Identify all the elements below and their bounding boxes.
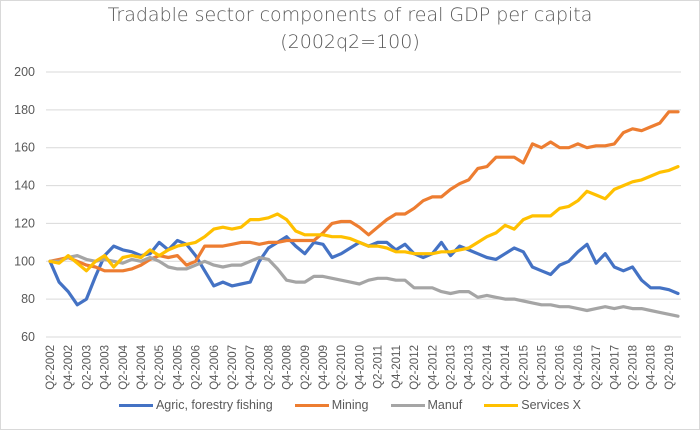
- x-tick-label: Q4-2009: [318, 345, 330, 390]
- x-tick-label: Q4-2007: [245, 345, 257, 390]
- x-tick-label: Q4-2013: [464, 345, 476, 390]
- x-tick-label: Q4-2014: [500, 344, 512, 389]
- chart-title-block: Tradable sector components of real GDP p…: [0, 2, 700, 56]
- x-tick-label: Q2-2013: [445, 345, 457, 390]
- y-tick-label: 100: [14, 254, 35, 268]
- x-tick-label: Q4-2005: [172, 345, 184, 390]
- legend-swatch: [390, 403, 425, 407]
- x-tick-label: Q4-2018: [646, 345, 658, 390]
- x-tick-label: Q4-2015: [536, 345, 548, 390]
- legend-item: Mining: [294, 398, 369, 412]
- gridlines: [46, 71, 681, 338]
- x-tick-label: Q4-2002: [63, 345, 75, 390]
- x-tick-label: Q2-2016: [555, 345, 567, 390]
- x-tick-label: Q4-2012: [427, 345, 439, 390]
- y-tick-label: 160: [14, 141, 35, 155]
- y-tick-label: 80: [21, 292, 35, 306]
- y-tick-label: 60: [21, 330, 35, 344]
- x-tick-label: Q4-2006: [209, 345, 221, 390]
- x-tick-label: Q2-2011: [373, 345, 385, 389]
- x-tick-label: Q2-2004: [118, 344, 130, 389]
- legend-label: Manuf: [427, 398, 463, 412]
- x-tick-label: Q2-2003: [81, 345, 93, 390]
- y-axis-ticks: 60 80 100 120 140 160 180 200: [14, 65, 35, 344]
- y-tick-label: 200: [14, 65, 35, 79]
- x-tick-label: Q4-2004: [136, 344, 148, 389]
- x-tick-label: Q4-2011: [391, 345, 403, 389]
- y-tick-label: 120: [14, 216, 35, 230]
- x-tick-label: Q2-2002: [45, 345, 57, 390]
- x-tick-label: Q2-2009: [300, 345, 312, 390]
- x-tick-label: Q4-2010: [354, 345, 366, 390]
- legend-item: Manuf: [390, 398, 463, 412]
- legend-swatch: [484, 403, 519, 407]
- x-tick-label: Q2-2019: [664, 345, 676, 390]
- chart-title: Tradable sector components of real GDP p…: [107, 4, 593, 26]
- legend-swatch: [294, 403, 329, 407]
- series-line-mining: [48, 110, 680, 273]
- legend-label: Agric, forestry fishing: [155, 398, 273, 412]
- x-tick-label: Q4-2016: [573, 345, 585, 390]
- legend: Agric, forestry fishing Mining Manuf Servic…: [0, 398, 700, 412]
- y-tick-label: 180: [14, 103, 35, 117]
- x-tick-label: Q2-2006: [191, 345, 203, 390]
- legend-item: Services X: [484, 398, 581, 412]
- x-tick-label: Q2-2007: [227, 345, 239, 390]
- x-tick-label: Q2-2015: [518, 345, 530, 390]
- x-axis-ticks: Q2-2002 Q4-2002 Q2-2003 Q4-2003 Q2-2004 Q4-20…: [45, 344, 676, 389]
- x-tick-label: Q4-2017: [609, 345, 621, 390]
- series-line-agric-forestry-fishing: [48, 235, 680, 307]
- x-tick-label: Q2-2018: [627, 345, 639, 390]
- x-tick-label: Q4-2003: [100, 345, 112, 390]
- series-lines: [48, 110, 680, 318]
- legend-label: Mining: [331, 398, 369, 412]
- y-tick-label: 140: [14, 179, 35, 193]
- x-tick-label: Q2-2014: [482, 344, 494, 389]
- x-tick-label: Q4-2008: [282, 345, 294, 390]
- series-line-services-x: [48, 165, 680, 273]
- legend-item: Agric, forestry fishing: [118, 398, 273, 412]
- series-line-manuf: [48, 254, 680, 318]
- x-tick-label: Q2-2010: [336, 345, 348, 390]
- x-tick-label: Q2-2017: [591, 345, 603, 390]
- legend-label: Services X: [521, 398, 582, 412]
- chart-subtitle: (2002q2=100): [280, 31, 420, 53]
- x-tick-label: Q2-2005: [154, 345, 166, 390]
- x-tick-label: Q2-2012: [409, 345, 421, 390]
- legend-swatch: [118, 403, 153, 407]
- x-tick-label: Q2-2008: [263, 345, 275, 390]
